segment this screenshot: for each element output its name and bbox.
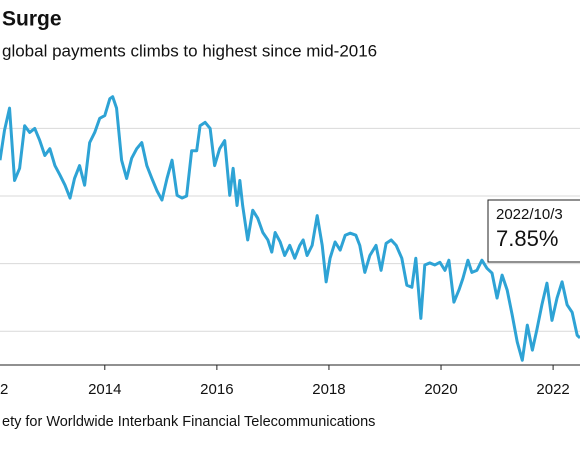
x-tick-label: 2014 — [88, 381, 121, 398]
x-tick-label: 2020 — [424, 381, 457, 398]
annotation-box — [487, 199, 580, 263]
data-line — [0, 95, 580, 362]
chart-title: Surge — [2, 8, 62, 31]
x-tick-label: 2018 — [312, 381, 345, 398]
annotation-value: 7.85% — [496, 226, 558, 251]
x-tick-label: 2016 — [200, 381, 233, 398]
source-note: ety for Worldwide Interbank Financial Te… — [2, 414, 375, 430]
x-tick-label: 2 — [0, 381, 8, 398]
annotation-date: 2022/10/3 — [496, 206, 563, 223]
plot-area: 2 2014 2016 2018 2020 2022 — [0, 95, 580, 398]
x-tick-label: 2022 — [536, 381, 569, 398]
chart-subtitle: global payments climbs to highest since … — [2, 41, 377, 60]
